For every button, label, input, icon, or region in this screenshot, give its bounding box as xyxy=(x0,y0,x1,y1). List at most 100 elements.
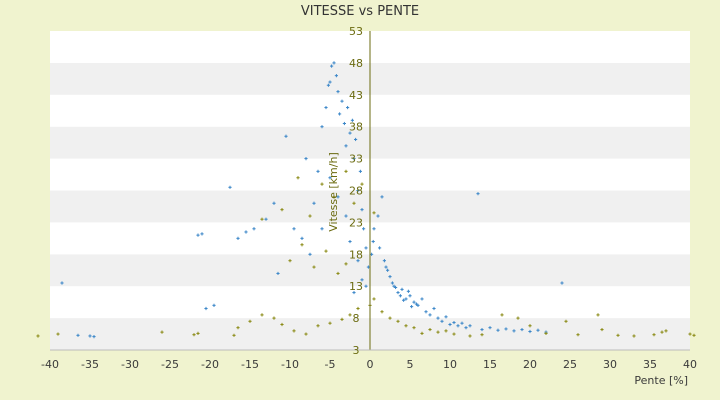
data-point xyxy=(564,319,568,323)
data-point xyxy=(468,334,472,338)
data-point xyxy=(404,324,408,328)
data-point xyxy=(352,201,356,205)
data-point xyxy=(56,332,60,336)
data-point xyxy=(366,265,370,269)
data-point xyxy=(402,298,406,302)
data-point xyxy=(340,317,344,321)
data-point xyxy=(300,236,304,240)
data-point xyxy=(92,335,96,339)
x-tick-label: -15 xyxy=(241,358,259,371)
data-point xyxy=(378,246,382,250)
data-point xyxy=(664,329,668,333)
data-point xyxy=(352,157,356,161)
data-point xyxy=(386,268,390,272)
data-point xyxy=(394,285,398,290)
x-tick-label: 10 xyxy=(443,358,457,371)
data-point xyxy=(504,327,508,331)
data-point xyxy=(632,334,636,338)
x-tick-label: -25 xyxy=(161,358,179,371)
data-point xyxy=(320,227,324,231)
data-point xyxy=(332,195,336,199)
data-point xyxy=(688,332,692,336)
data-point xyxy=(236,326,240,330)
data-point xyxy=(371,239,375,244)
data-point xyxy=(342,121,346,126)
x-tick-label: -10 xyxy=(281,358,299,371)
x-axis-label: Pente [%] xyxy=(634,374,688,387)
x-tick-label: 25 xyxy=(563,358,577,371)
data-point xyxy=(372,227,376,231)
data-point xyxy=(356,259,360,263)
data-point xyxy=(500,313,504,317)
data-point xyxy=(346,105,350,110)
data-point xyxy=(316,324,320,328)
data-point xyxy=(390,281,394,285)
data-point xyxy=(236,236,240,240)
data-point xyxy=(528,329,532,334)
data-point xyxy=(336,90,340,94)
data-point xyxy=(404,297,408,301)
data-point xyxy=(320,125,324,129)
data-point xyxy=(304,157,308,161)
y-tick-label: 38 xyxy=(349,121,363,134)
axes xyxy=(50,31,690,351)
data-point xyxy=(396,290,400,295)
data-point xyxy=(460,321,464,325)
data-point xyxy=(488,326,492,330)
y-tick-label: 43 xyxy=(349,89,363,102)
data-point xyxy=(424,310,428,314)
data-point xyxy=(360,182,364,186)
data-point xyxy=(372,297,376,301)
data-point xyxy=(276,271,280,276)
data-point xyxy=(326,83,330,87)
data-point xyxy=(660,330,664,334)
data-point xyxy=(60,281,64,285)
data-point xyxy=(336,271,340,276)
data-point xyxy=(324,249,328,253)
y-tick-label: 48 xyxy=(349,57,363,70)
data-point xyxy=(388,316,392,320)
data-point xyxy=(400,287,404,291)
data-point xyxy=(284,134,288,138)
data-point xyxy=(362,227,366,231)
data-point xyxy=(196,331,200,336)
x-tick-labels: -40 -35 -30 -25 -20 -15 -10 -5 0 5 10 15 20 25 30 35 40 xyxy=(41,358,697,371)
data-point xyxy=(192,333,196,337)
data-point xyxy=(196,233,200,237)
data-point xyxy=(316,169,320,173)
data-point xyxy=(380,310,384,314)
x-tick-label: 30 xyxy=(603,358,617,371)
data-point xyxy=(348,131,352,135)
data-point xyxy=(260,217,264,221)
data-point xyxy=(280,322,284,327)
data-point xyxy=(616,333,620,337)
data-point xyxy=(200,232,204,236)
data-point xyxy=(338,112,342,116)
data-point xyxy=(272,316,276,320)
data-point xyxy=(356,188,360,193)
data-point xyxy=(344,262,348,266)
data-point xyxy=(364,284,368,288)
data-point xyxy=(480,327,484,332)
data-point xyxy=(384,265,388,269)
y-tick-label: 13 xyxy=(349,280,363,293)
data-point xyxy=(330,64,334,68)
data-point xyxy=(432,306,436,311)
data-point xyxy=(496,328,500,332)
data-point xyxy=(332,61,336,65)
data-point xyxy=(480,333,484,337)
data-point xyxy=(428,313,432,317)
data-point xyxy=(296,176,300,180)
chart-title: VITESSE vs PENTE xyxy=(301,4,419,19)
y-tick-label: 53 xyxy=(349,25,363,38)
data-point xyxy=(344,214,348,218)
data-point xyxy=(452,320,456,325)
data-point xyxy=(228,185,232,189)
data-point xyxy=(448,322,452,327)
data-point xyxy=(76,333,80,337)
data-point xyxy=(204,306,208,311)
data-point xyxy=(320,182,324,186)
y-tick-label: 8 xyxy=(353,312,360,325)
x-tick-label: -5 xyxy=(325,358,336,371)
